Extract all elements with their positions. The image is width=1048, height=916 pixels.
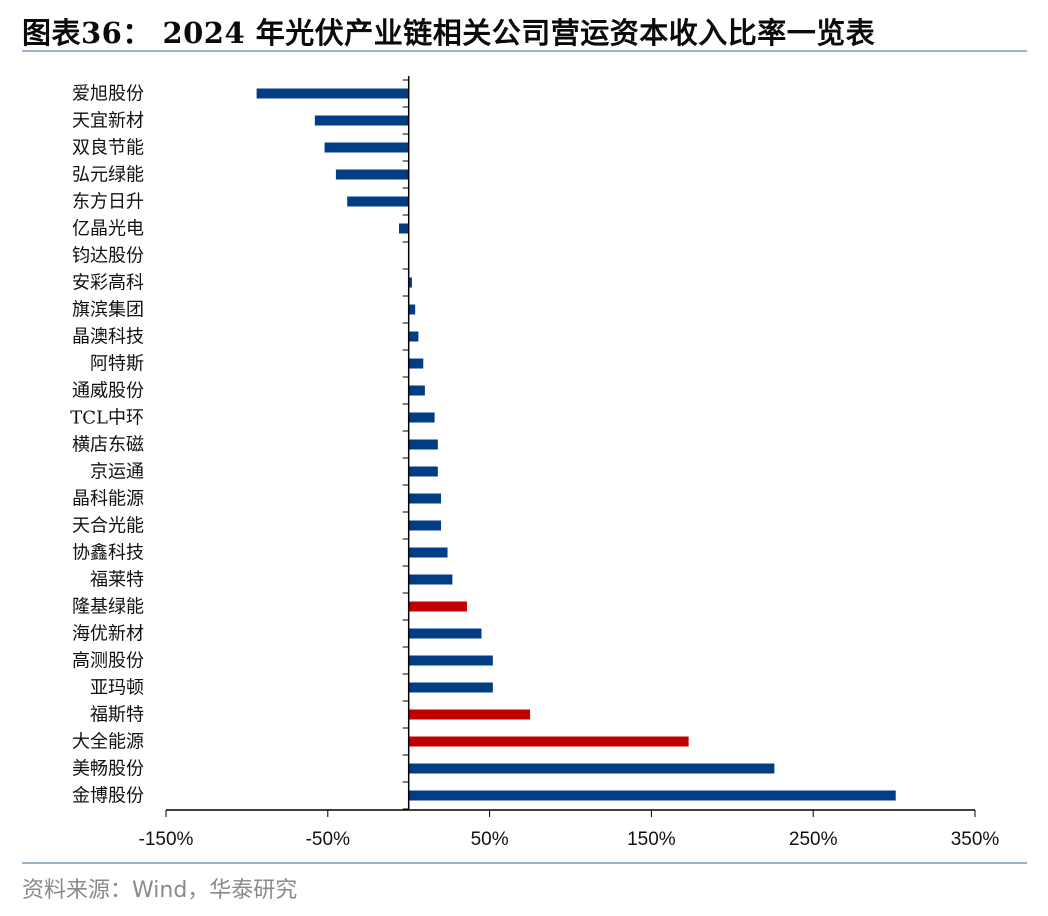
bar [408,574,453,585]
bar [256,88,409,99]
category-label: 晶澳科技 [72,327,144,348]
tick-label: -150% [139,829,194,850]
category-label: 高测股份 [72,651,144,672]
category-label: 协鑫科技 [72,543,144,564]
category-label: 旗滨集团 [72,300,144,321]
chart-title: 图表36： 2024 年光伏产业链相关公司营运资本收入比率一览表 [22,16,876,50]
tick-label: 50% [471,829,509,850]
bar [408,385,425,396]
bar [408,682,493,693]
bar [324,142,409,153]
category-label: 晶科能源 [72,489,144,510]
bar [408,439,438,450]
tick-label: -50% [306,829,350,850]
category-label: 大全能源 [72,732,144,753]
bar [408,277,412,288]
tick-label: 150% [627,829,676,850]
bar [408,763,775,774]
category-label: 弘元绿能 [72,165,144,186]
bar [347,196,409,207]
category-label: 金博股份 [72,786,144,807]
tick-label: 250% [789,829,838,850]
category-label: 东方日升 [72,192,144,213]
category-label: 爱旭股份 [72,84,144,105]
bar [398,223,409,234]
bar [408,358,424,369]
title-divider [22,50,1027,52]
bar [408,331,419,342]
bar [408,304,416,315]
category-label: 安彩高科 [72,273,144,294]
category-label: 横店东磁 [72,435,144,456]
tick-label: 350% [951,829,1000,850]
source-note: 资料来源：Wind，华泰研究 [22,878,298,903]
bar [408,412,435,423]
bar [314,115,409,126]
bar [408,520,442,531]
category-label: 亿晶光电 [72,219,144,240]
bar [408,493,442,504]
category-label: 钧达股份 [72,246,144,267]
category-label: 福莱特 [90,570,144,591]
category-label: 福斯特 [90,705,144,726]
category-label: 海优新材 [72,624,144,645]
category-label: 天合光能 [72,516,144,537]
category-label: 天宜新材 [72,111,144,132]
bar [408,790,896,801]
bar [408,628,482,639]
bar [408,655,493,666]
bar [408,466,438,477]
category-label: 京运通 [90,462,144,483]
category-label: 隆基绿能 [72,597,144,618]
category-label: 亚玛顿 [90,678,144,699]
category-label: 阿特斯 [90,354,144,375]
category-label: 美畅股份 [72,759,144,780]
bar [408,736,689,747]
category-label: 双良节能 [72,138,144,159]
bar [335,169,409,180]
category-label: 通威股份 [72,381,144,402]
bar [408,709,531,720]
source-divider [22,862,1027,864]
bar [408,601,467,612]
category-label: TCL中环 [70,408,144,429]
bar [408,547,448,558]
